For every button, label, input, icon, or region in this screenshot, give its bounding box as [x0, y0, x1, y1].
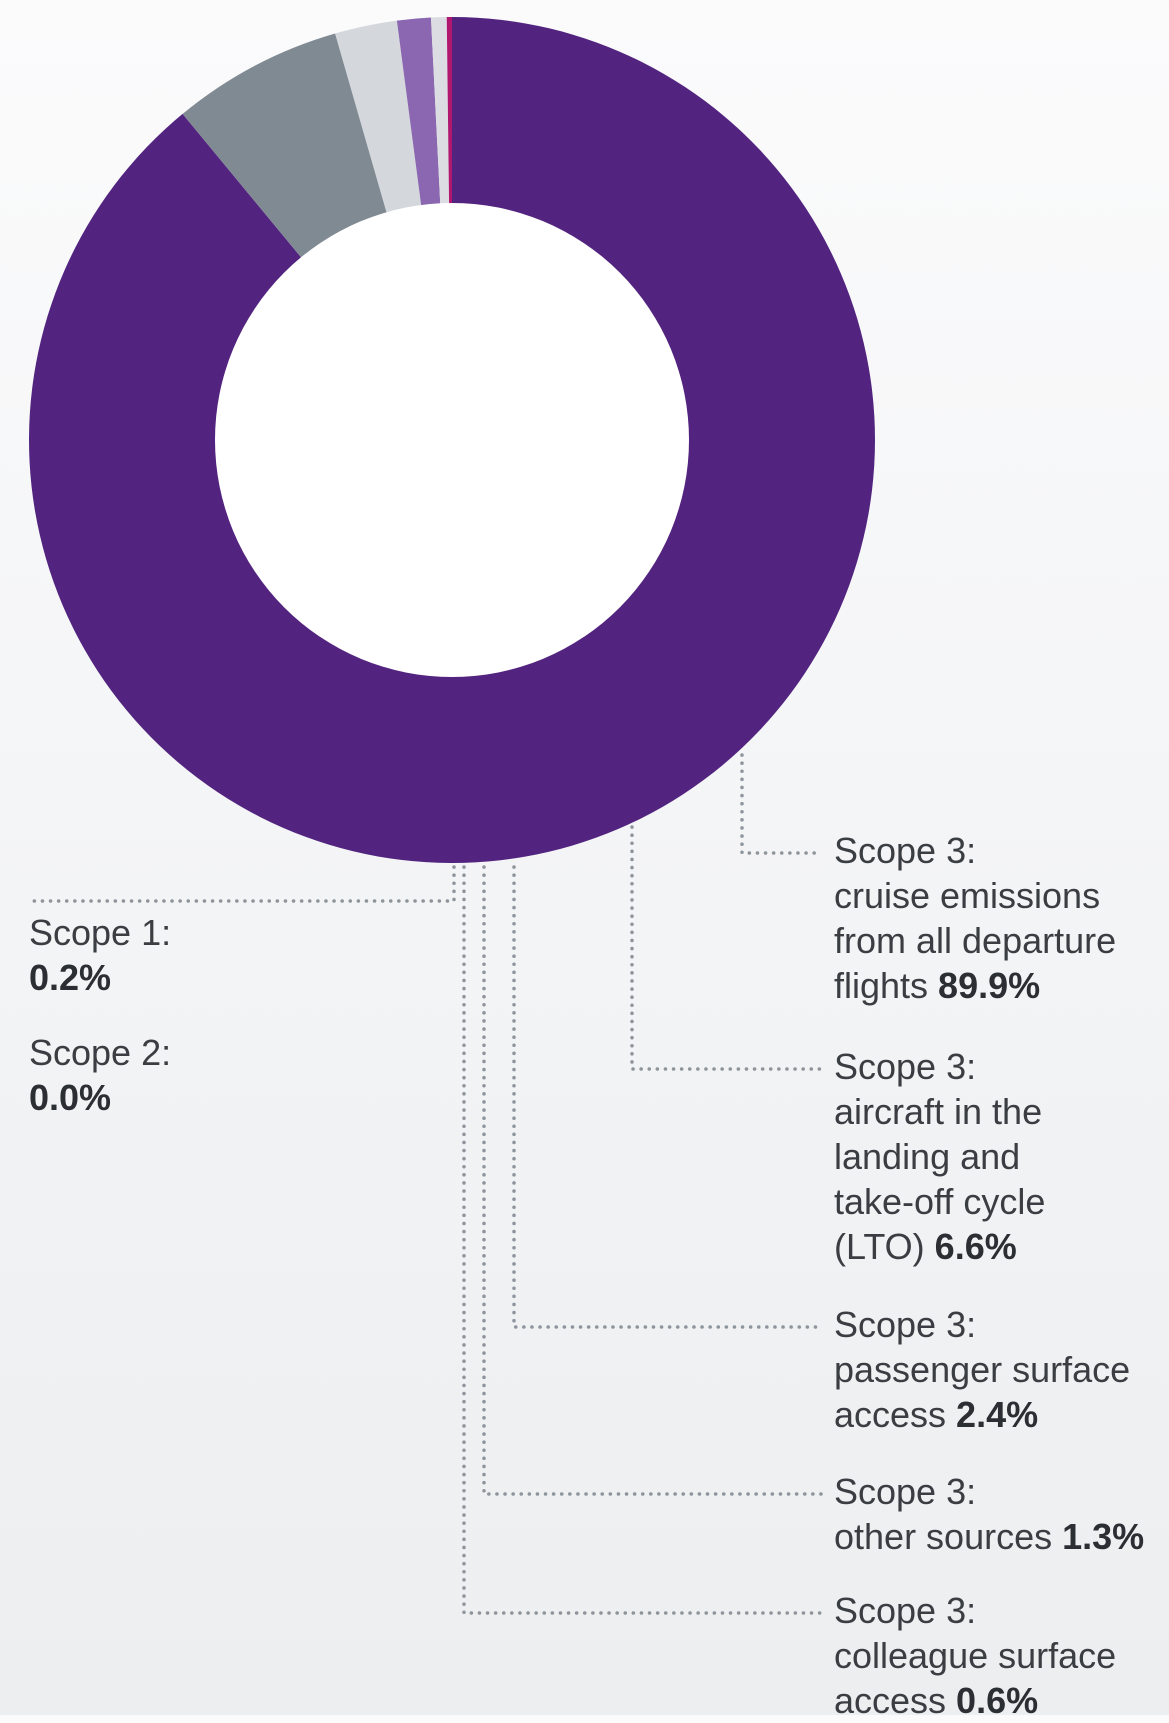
- label-scope2: Scope 2: 0.0%: [29, 1030, 171, 1120]
- label-other-prefix: other sources: [834, 1516, 1063, 1557]
- label-lto-line-3: landing and: [834, 1136, 1021, 1177]
- label-lto-line-2: aircraft in the: [834, 1091, 1043, 1132]
- label-scope2-line-2: 0.0%: [29, 1075, 171, 1120]
- donut-center: [215, 203, 689, 677]
- label-passenger-value: 2.4%: [956, 1394, 1039, 1435]
- label-cruise-line-1: Scope 3:: [834, 830, 977, 871]
- label-lto-line-4: take-off cycle: [834, 1181, 1046, 1222]
- label-lto: Scope 3: aircraft in the landing and tak…: [834, 1044, 1045, 1269]
- label-colleague: Scope 3: colleague surface access 0.6%: [834, 1588, 1116, 1723]
- label-cruise: Scope 3: cruise emissions from all depar…: [834, 828, 1116, 1008]
- label-cruise-prefix: flights: [834, 965, 939, 1006]
- label-scope1-line-1: Scope 1:: [29, 912, 172, 953]
- label-passenger-line-2: passenger surface: [834, 1349, 1131, 1390]
- leader-other: [482, 865, 824, 1496]
- label-colleague-value: 0.6%: [956, 1680, 1039, 1721]
- label-passenger-prefix: access: [834, 1394, 957, 1435]
- label-cruise-line-2: cruise emissions: [834, 875, 1101, 916]
- label-colleague-line-1: Scope 3:: [834, 1590, 977, 1631]
- leader-colleague: [462, 865, 824, 1615]
- label-cruise-value: 89.9%: [938, 965, 1041, 1006]
- label-scope1: Scope 1: 0.2%: [29, 910, 171, 1000]
- leader-cruise: [740, 753, 824, 855]
- label-cruise-line-4: flights 89.9%: [834, 963, 1116, 1008]
- label-other-value: 1.3%: [1062, 1516, 1145, 1557]
- label-other: Scope 3: other sources 1.3%: [834, 1469, 1144, 1559]
- label-scope1-value: 0.2%: [29, 957, 112, 998]
- label-colleague-prefix: access: [834, 1680, 957, 1721]
- label-lto-line-5: (LTO) 6.6%: [834, 1224, 1045, 1269]
- label-lto-prefix: (LTO): [834, 1226, 935, 1267]
- leader-lto: [630, 825, 824, 1071]
- label-colleague-line-2: colleague surface: [834, 1635, 1117, 1676]
- label-passenger-line-1: Scope 3:: [834, 1304, 977, 1345]
- label-lto-line-1: Scope 3:: [834, 1046, 977, 1087]
- label-passenger-line-3: access 2.4%: [834, 1392, 1130, 1437]
- label-lto-value: 6.6%: [934, 1226, 1017, 1267]
- label-other-line-2: other sources 1.3%: [834, 1514, 1144, 1559]
- leader-lines: [28, 753, 824, 1615]
- label-passenger: Scope 3: passenger surface access 2.4%: [834, 1302, 1130, 1437]
- label-cruise-line-3: from all departure: [834, 920, 1117, 961]
- label-scope1-line-2: 0.2%: [29, 955, 171, 1000]
- label-scope2-value: 0.0%: [29, 1077, 112, 1118]
- leader-scope1: [28, 865, 456, 903]
- label-colleague-line-3: access 0.6%: [834, 1678, 1116, 1723]
- leader-passenger: [512, 865, 824, 1329]
- label-other-line-1: Scope 3:: [834, 1471, 977, 1512]
- label-scope2-line-1: Scope 2:: [29, 1032, 172, 1073]
